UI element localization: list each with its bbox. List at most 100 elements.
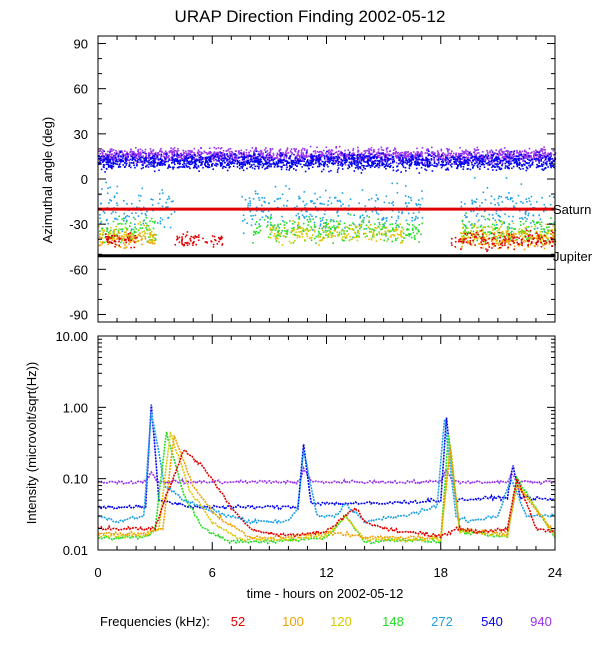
azimuth-point: [373, 229, 375, 232]
azimuth-point: [99, 162, 101, 165]
azimuth-point: [247, 154, 249, 157]
azimuth-point: [370, 157, 373, 159]
azimuth-point: [478, 156, 480, 158]
azimuth-point: [183, 152, 185, 154]
azimuth-point: [342, 236, 344, 238]
azimuth-point: [275, 161, 278, 163]
azimuth-point: [121, 230, 124, 233]
azimuth-point: [254, 231, 257, 234]
azimuth-point: [311, 200, 313, 202]
azimuth-point: [477, 162, 479, 165]
azimuth-point: [287, 152, 290, 154]
azimuth-point: [378, 221, 381, 224]
azimuth-point: [512, 215, 514, 218]
azimuth-point: [348, 166, 351, 169]
azimuth-point: [116, 237, 118, 240]
azimuth-point: [214, 164, 216, 166]
azimuth-point: [136, 163, 138, 166]
azimuth-point: [276, 152, 279, 155]
azimuth-point: [483, 155, 486, 158]
azimuth-point: [371, 153, 374, 155]
azimuth-point: [222, 160, 224, 162]
azimuth-point: [538, 164, 540, 167]
azimuth-point: [472, 159, 474, 162]
azimuth-point: [384, 153, 387, 155]
azimuth-point: [155, 151, 157, 154]
azimuth-point: [254, 165, 256, 168]
azimuth-point: [183, 156, 185, 158]
azimuth-point: [98, 237, 101, 240]
azimuth-point: [307, 162, 310, 164]
azimuth-point: [501, 201, 504, 203]
azimuth-point: [411, 157, 414, 160]
azimuth-point: [550, 153, 553, 155]
azimuth-point: [514, 155, 516, 157]
azimuth-point: [524, 150, 526, 153]
azimuth-point: [340, 152, 342, 155]
azimuth-point: [267, 236, 270, 239]
azimuth-point: [370, 231, 372, 233]
azimuth-point: [543, 230, 546, 233]
azimuth-point: [374, 200, 377, 202]
azimuth-point: [104, 153, 107, 155]
azimuth-point: [506, 231, 508, 234]
azimuth-point: [327, 223, 329, 225]
azimuth-point: [343, 239, 345, 242]
azimuth-point: [522, 155, 524, 158]
azimuth-point: [242, 232, 245, 234]
azimuth-point: [122, 160, 124, 162]
azimuth-point: [164, 158, 167, 160]
azimuth-point: [391, 202, 393, 205]
azimuth-point: [461, 245, 463, 248]
azimuth-point: [459, 160, 461, 162]
azimuth-point: [311, 166, 314, 168]
azimuth-point: [540, 157, 542, 160]
azimuth-point: [443, 153, 446, 155]
azimuth-point: [188, 165, 190, 168]
azimuth-point: [123, 200, 125, 202]
azimuth-point: [149, 152, 152, 155]
azimuth-point: [166, 156, 169, 158]
azimuth-point: [471, 236, 474, 238]
azimuth-point: [99, 233, 101, 235]
azimuth-point: [328, 151, 330, 154]
azimuth-point: [465, 156, 468, 158]
azimuth-point: [144, 213, 147, 215]
azimuth-point: [529, 155, 532, 157]
azimuth-point: [252, 242, 254, 244]
azimuth-point: [143, 158, 146, 160]
azimuth-point: [470, 157, 473, 159]
azimuth-point: [128, 243, 130, 245]
azimuth-point: [179, 162, 181, 165]
azimuth-point: [318, 162, 320, 165]
azimuth-point: [400, 233, 402, 236]
azimuth-point: [277, 237, 279, 240]
azimuth-point: [338, 153, 341, 155]
azimuth-point: [293, 221, 296, 223]
azimuth-point: [262, 211, 265, 213]
azimuth-point: [255, 192, 257, 195]
azimuth-point: [429, 162, 431, 164]
azimuth-point: [231, 160, 234, 163]
azimuth-point: [347, 149, 350, 151]
azimuth-point: [177, 147, 179, 150]
azimuth-point: [376, 165, 378, 167]
azimuth-point: [322, 168, 325, 171]
azimuth-point: [162, 163, 164, 165]
azimuth-point: [497, 165, 500, 168]
azimuth-point: [260, 156, 263, 158]
azimuth-point: [317, 160, 319, 163]
azimuth-point: [122, 157, 124, 159]
azimuth-point: [185, 157, 187, 160]
azimuth-point: [251, 159, 253, 161]
azimuth-point: [305, 203, 308, 205]
azimuth-point: [135, 228, 138, 230]
azimuth-point: [531, 151, 533, 154]
azimuth-point: [265, 163, 267, 166]
azimuth-point: [527, 238, 529, 240]
azimuth-point: [268, 162, 271, 165]
azimuth-point: [99, 244, 102, 246]
azimuth-point: [493, 198, 496, 201]
azimuth-point: [377, 151, 380, 153]
